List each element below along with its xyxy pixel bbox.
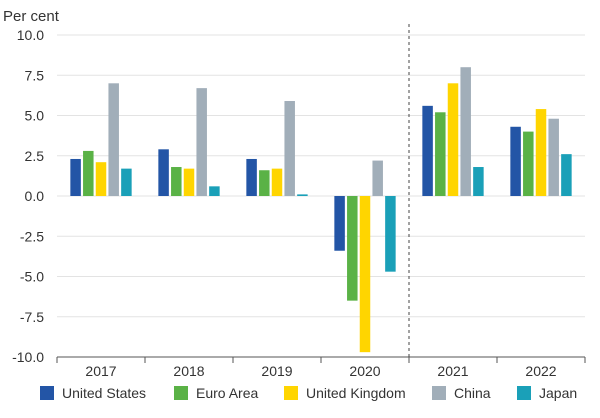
bar-united-kingdom-2019 [271, 168, 283, 196]
bar-japan-2020 [385, 196, 396, 272]
legend-swatch-china [432, 386, 446, 400]
y-tick-label: 0.0 [25, 188, 45, 204]
legend-label: United Kingdom [306, 385, 406, 401]
bar-china-2021 [460, 67, 471, 196]
legend: United States Euro Area United Kingdom Chin… [40, 385, 577, 401]
bar-japan-2017 [121, 168, 132, 196]
y-tick-label: 5.0 [25, 108, 45, 124]
y-tick-label: 7.5 [25, 67, 45, 83]
bar-united-states-2017 [70, 158, 81, 196]
legend-label: United States [62, 385, 146, 401]
bar-china-2019 [284, 101, 295, 196]
legend-swatch-japan [517, 386, 531, 400]
bar-united-kingdom-2022 [535, 109, 547, 196]
legend-label: Euro Area [196, 385, 258, 401]
legend-label: China [454, 385, 491, 401]
bar-china-2022 [548, 118, 559, 196]
y-tick-label: 2.5 [25, 148, 45, 164]
legend-swatch-euro-area [174, 386, 188, 400]
bar-china-2020 [372, 160, 383, 196]
y-tick-label: -2.5 [20, 228, 44, 244]
y-tick-label: -7.5 [20, 309, 44, 325]
bar-euro-area-2021 [435, 112, 446, 196]
bars [70, 67, 572, 353]
bar-china-2017 [108, 83, 119, 196]
y-tick-label: -10.0 [12, 349, 44, 365]
gridlines [57, 34, 585, 358]
bar-united-states-2020 [334, 196, 345, 251]
bar-japan-2021 [473, 167, 484, 196]
legend-label: Japan [539, 385, 577, 401]
bar-japan-2019 [297, 194, 308, 196]
y-tick-label: -5.0 [20, 269, 44, 285]
x-tick-label: 2020 [349, 363, 380, 379]
legend-swatch-united-kingdom [284, 386, 298, 400]
y-axis-ticks: 10.0 7.5 5.0 2.5 0.0 -2.5 -5.0 -7.5 -10.0 [12, 27, 44, 365]
bar-japan-2018 [209, 186, 220, 196]
bar-united-states-2019 [246, 158, 257, 196]
bar-united-states-2021 [422, 105, 433, 196]
bar-united-kingdom-2018 [183, 168, 195, 196]
y-tick-label: 10.0 [17, 27, 44, 43]
x-tick-label: 2021 [437, 363, 468, 379]
bar-united-kingdom-2017 [95, 162, 107, 196]
bar-united-states-2022 [510, 126, 521, 196]
bar-united-kingdom-2020 [359, 196, 371, 353]
bar-united-kingdom-2021 [447, 83, 459, 196]
y-axis-label: Per cent [3, 8, 60, 25]
bar-euro-area-2017 [83, 150, 94, 196]
x-tick-label: 2019 [261, 363, 292, 379]
x-tick-label: 2017 [85, 363, 116, 379]
bar-euro-area-2019 [259, 170, 270, 196]
bar-china-2018 [196, 88, 207, 196]
x-axis [56, 24, 586, 363]
x-tick-label: 2018 [173, 363, 204, 379]
bar-united-states-2018 [158, 149, 169, 196]
bar-japan-2022 [561, 154, 572, 196]
x-axis-ticks: 2017 2018 2019 2020 2021 2022 [85, 363, 556, 379]
legend-swatch-united-states [40, 386, 54, 400]
bar-euro-area-2018 [171, 167, 182, 196]
x-tick-label: 2022 [525, 363, 556, 379]
bar-euro-area-2022 [523, 131, 534, 196]
bar-euro-area-2020 [347, 196, 358, 301]
